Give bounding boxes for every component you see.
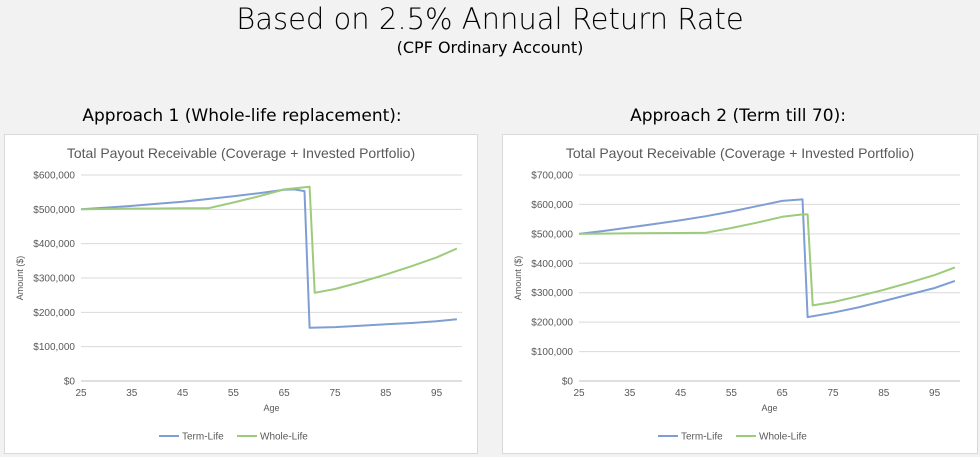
chart-approach-2: Total Payout Receivable (Coverage + Inve…	[513, 145, 960, 443]
x-tick-label: 75	[827, 388, 839, 399]
series-line-whole-life	[80, 185, 458, 294]
y-tick-label: $200,000	[531, 318, 573, 329]
x-tick-label: 85	[380, 388, 392, 399]
y-tick-label: $500,000	[531, 229, 573, 240]
chart-title: Total Payout Receivable (Coverage + Inve…	[67, 145, 415, 161]
chart-panel-approach-1: Total Payout Receivable (Coverage + Inve…	[4, 134, 478, 454]
x-tick-label: 45	[675, 388, 687, 399]
chart-approach-1: Total Payout Receivable (Coverage + Inve…	[15, 145, 462, 443]
x-tick-label: 65	[279, 388, 291, 399]
page-title: Based on 2.5% Annual Return Rate	[236, 2, 744, 36]
x-tick-label: 75	[329, 388, 341, 399]
y-tick-label: $100,000	[531, 347, 573, 358]
x-tick-label: 65	[777, 388, 789, 399]
x-tick-label: 85	[878, 388, 890, 399]
page-subtitle: (CPF Ordinary Account)	[396, 38, 584, 57]
y-tick-label: $0	[562, 377, 574, 388]
x-tick-label: 35	[126, 388, 138, 399]
y-tick-label: $700,000	[531, 171, 573, 182]
approach-2-title: Approach 2 (Term till 70):	[630, 106, 846, 126]
y-tick-label: $500,000	[33, 205, 75, 216]
x-tick-label: 25	[573, 388, 585, 399]
y-tick-label: $400,000	[33, 239, 75, 250]
y-tick-label: $300,000	[531, 288, 573, 299]
y-tick-label: $300,000	[33, 274, 75, 285]
y-tick-label: $400,000	[531, 259, 573, 270]
x-tick-label: 35	[624, 388, 636, 399]
y-axis-title: Amount ($)	[15, 256, 25, 301]
series-line-whole-life	[578, 213, 956, 307]
y-tick-label: $100,000	[33, 342, 75, 353]
y-tick-label: $200,000	[33, 308, 75, 319]
legend-label-term-life: Term-Life	[681, 432, 723, 443]
series-line-term-life	[578, 198, 956, 319]
series-line-term-life	[80, 188, 458, 329]
legend-label-whole-life: Whole-Life	[759, 432, 807, 443]
chart-title: Total Payout Receivable (Coverage + Inve…	[566, 145, 914, 161]
y-tick-label: $0	[64, 377, 76, 388]
legend-label-whole-life: Whole-Life	[260, 432, 308, 443]
chart-panel-approach-2: Total Payout Receivable (Coverage + Inve…	[502, 134, 978, 454]
y-tick-label: $600,000	[33, 171, 75, 182]
approach-1-title: Approach 1 (Whole-life replacement):	[82, 106, 402, 126]
x-tick-label: 55	[726, 388, 738, 399]
x-axis-title: Age	[761, 403, 777, 413]
x-tick-label: 25	[75, 388, 87, 399]
x-axis-title: Age	[263, 403, 279, 413]
legend-label-term-life: Term-Life	[182, 432, 224, 443]
x-tick-label: 45	[177, 388, 189, 399]
x-tick-label: 95	[929, 388, 941, 399]
y-axis-title: Amount ($)	[513, 256, 523, 301]
x-tick-label: 55	[228, 388, 240, 399]
x-tick-label: 95	[431, 388, 443, 399]
y-tick-label: $600,000	[531, 200, 573, 211]
